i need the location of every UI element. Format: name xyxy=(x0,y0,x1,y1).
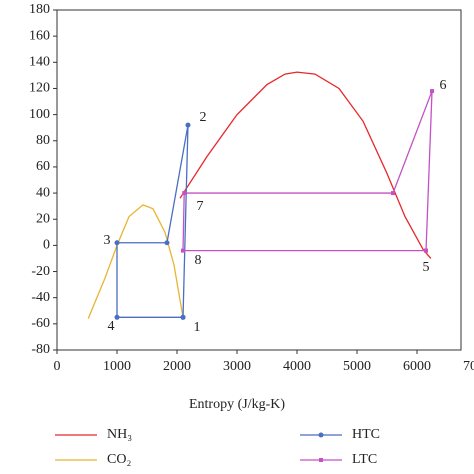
x-tick-label: 5000 xyxy=(343,359,371,374)
x-tick-label: 4000 xyxy=(283,359,311,374)
point-label: 1 xyxy=(194,320,201,335)
y-tick-label: 140 xyxy=(29,55,50,70)
point-label: 3 xyxy=(104,233,111,248)
marker xyxy=(185,122,191,128)
point-label: 5 xyxy=(423,260,430,275)
legend-label: NH₃ xyxy=(107,427,132,442)
y-tick-label: 40 xyxy=(36,185,50,200)
point-label: 2 xyxy=(200,110,207,125)
legend-label: HTC xyxy=(352,427,380,442)
marker xyxy=(182,191,187,196)
point-label: 6 xyxy=(440,78,447,93)
x-tick-label: 3000 xyxy=(223,359,251,374)
marker xyxy=(180,314,186,320)
legend-label: CO₂ xyxy=(107,452,131,467)
series-line xyxy=(116,124,189,318)
marker xyxy=(391,191,396,196)
marker xyxy=(430,89,435,94)
series-line xyxy=(179,71,432,259)
y-tick-label: 60 xyxy=(36,159,50,174)
marker xyxy=(424,248,429,253)
y-tick-label: -80 xyxy=(31,342,50,357)
y-tick-label: 120 xyxy=(29,81,50,96)
x-tick-label: 2000 xyxy=(163,359,191,374)
point-label: 7 xyxy=(197,199,204,214)
series-line xyxy=(87,204,184,319)
legend-label: LTC xyxy=(352,452,377,467)
y-tick-label: 180 xyxy=(29,2,50,17)
legend-marker xyxy=(318,432,324,438)
y-tick-label: 160 xyxy=(29,28,50,43)
plot-frame xyxy=(56,9,462,351)
series-line xyxy=(182,90,433,252)
y-tick-label: -20 xyxy=(31,264,50,279)
marker xyxy=(114,240,120,246)
legend-marker xyxy=(319,458,323,462)
y-tick-label: -40 xyxy=(31,290,50,305)
y-tick-label: 0 xyxy=(43,238,50,253)
y-tick-label: -60 xyxy=(31,316,50,331)
x-axis-label: Entropy (J/kg-K) xyxy=(189,397,285,412)
y-tick-label: 80 xyxy=(36,133,50,148)
x-tick-label: 0 xyxy=(54,359,61,374)
marker xyxy=(114,314,120,320)
point-label: 4 xyxy=(108,319,115,334)
marker xyxy=(164,240,170,246)
y-tick-label: 100 xyxy=(29,107,50,122)
marker xyxy=(181,248,186,253)
x-tick-label: 6000 xyxy=(403,359,431,374)
x-tick-label: 7000 xyxy=(463,359,474,374)
x-tick-label: 1000 xyxy=(103,359,131,374)
y-tick-label: 20 xyxy=(36,211,50,226)
point-label: 8 xyxy=(195,253,202,268)
